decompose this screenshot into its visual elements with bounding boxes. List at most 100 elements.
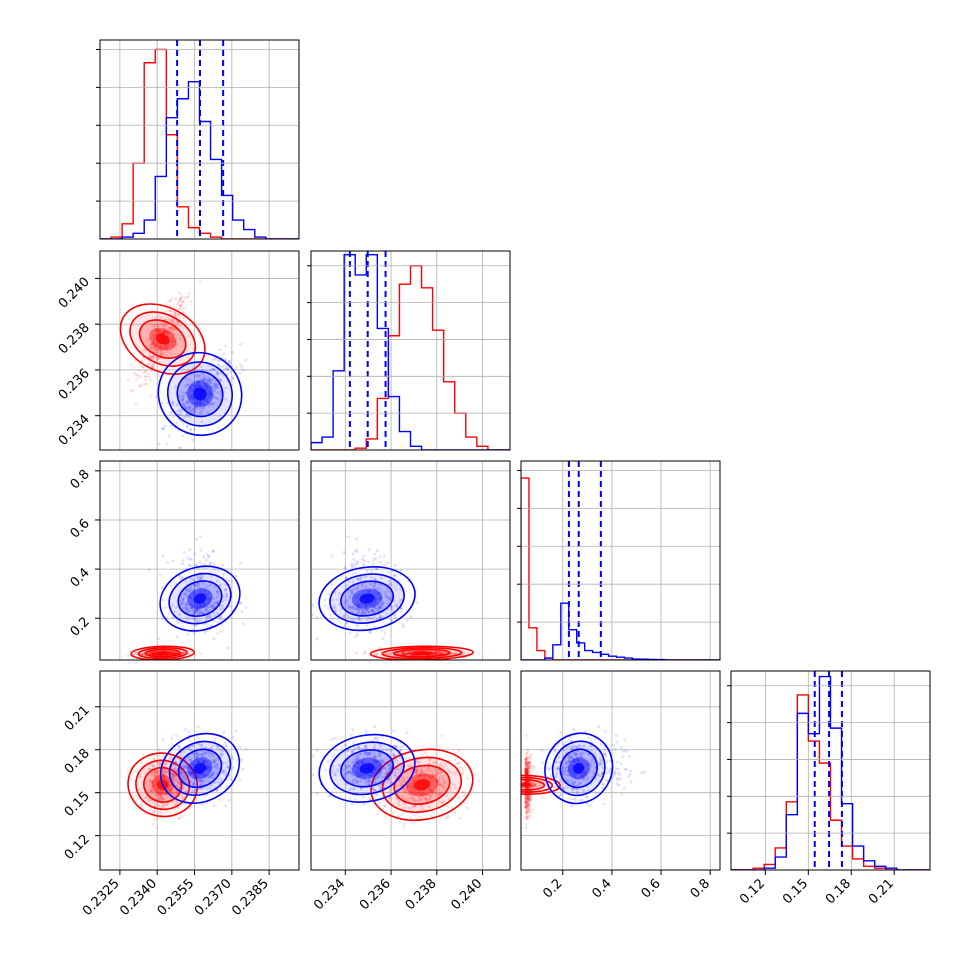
red-sample bbox=[150, 784, 154, 788]
blue-sample bbox=[380, 602, 384, 606]
blue-sample bbox=[193, 583, 196, 587]
blue-sample bbox=[372, 605, 376, 608]
red-sample bbox=[165, 779, 169, 782]
blue-sample bbox=[199, 384, 203, 388]
red-sample bbox=[177, 779, 181, 783]
blue-sample bbox=[183, 777, 187, 781]
blue-sample bbox=[170, 736, 174, 740]
red-sample bbox=[170, 652, 173, 656]
red-sample bbox=[152, 651, 156, 655]
red-sample bbox=[401, 652, 405, 656]
red-sample bbox=[453, 758, 457, 762]
red-sample bbox=[158, 789, 162, 793]
red-sample bbox=[157, 754, 161, 758]
blue-sample bbox=[200, 743, 204, 747]
blue-sample bbox=[205, 750, 209, 754]
blue-sample bbox=[241, 622, 245, 626]
blue-sample bbox=[629, 780, 633, 784]
blue-sample bbox=[200, 420, 204, 424]
blue-sample bbox=[219, 365, 223, 369]
blue-sample bbox=[182, 415, 186, 419]
blue-sample bbox=[213, 567, 217, 571]
red-sample bbox=[149, 808, 152, 811]
blue-sample bbox=[193, 583, 197, 587]
blue-sample bbox=[196, 584, 199, 588]
blue-sample bbox=[244, 747, 248, 751]
red-sample bbox=[154, 779, 158, 783]
red-sample bbox=[169, 652, 172, 656]
blue-sample bbox=[378, 606, 382, 610]
blue-sample bbox=[369, 582, 373, 586]
red-sample bbox=[388, 651, 392, 654]
blue-sample bbox=[392, 729, 396, 733]
red-sample bbox=[462, 648, 465, 652]
blue-sample bbox=[214, 572, 218, 576]
red-sample bbox=[152, 788, 156, 792]
blue-sample bbox=[147, 768, 151, 771]
blue-sample bbox=[211, 402, 215, 406]
red-sample bbox=[172, 774, 175, 778]
blue-sample bbox=[157, 442, 161, 446]
red-sample bbox=[189, 761, 193, 765]
blue-sample bbox=[623, 786, 626, 790]
red-sample bbox=[146, 363, 149, 366]
blue-sample bbox=[208, 597, 211, 601]
red-sample bbox=[153, 343, 156, 347]
blue-sample bbox=[195, 759, 199, 762]
blue-sample bbox=[195, 574, 198, 578]
red-sample bbox=[159, 346, 162, 350]
blue-sample bbox=[188, 609, 192, 612]
red-sample bbox=[388, 796, 392, 800]
red-sample bbox=[178, 324, 182, 328]
blue-sample bbox=[196, 604, 200, 608]
blue-sample bbox=[196, 760, 199, 764]
blue-sample bbox=[201, 385, 205, 389]
blue-sample bbox=[196, 577, 200, 581]
red-sample bbox=[428, 798, 432, 802]
red-sample bbox=[182, 651, 186, 655]
blue-sample bbox=[239, 363, 242, 367]
blue-sample bbox=[350, 588, 353, 592]
red-sample bbox=[172, 328, 175, 331]
red-sample bbox=[524, 768, 528, 772]
blue-sample bbox=[200, 610, 203, 614]
red-sample bbox=[450, 651, 454, 655]
blue-sample bbox=[219, 751, 223, 755]
blue-sample bbox=[315, 616, 319, 619]
blue-sample bbox=[215, 596, 219, 599]
red-sample bbox=[400, 651, 404, 655]
red-sample bbox=[149, 777, 153, 780]
blue-sample bbox=[219, 378, 223, 382]
blue-sample bbox=[161, 427, 165, 431]
red-sample bbox=[172, 652, 175, 656]
red-sample bbox=[410, 651, 414, 655]
red-sample bbox=[163, 346, 167, 349]
red-sample bbox=[176, 303, 179, 307]
red-sample bbox=[389, 787, 393, 791]
blue-sample bbox=[188, 739, 192, 743]
red-sample bbox=[151, 342, 155, 345]
red-sample bbox=[160, 349, 164, 352]
red-sample bbox=[153, 793, 157, 797]
blue-sample bbox=[180, 390, 184, 394]
red-sample bbox=[155, 329, 158, 333]
blue-sample bbox=[191, 772, 194, 776]
red-sample bbox=[154, 343, 158, 347]
blue-sample bbox=[640, 771, 644, 775]
red-contour bbox=[155, 333, 170, 345]
red-sample bbox=[198, 779, 202, 783]
red-sample bbox=[429, 767, 432, 771]
blue-sample bbox=[178, 574, 182, 578]
red-sample bbox=[148, 789, 152, 793]
red-sample bbox=[161, 774, 165, 778]
blue-sample bbox=[204, 384, 208, 388]
blue-sample bbox=[360, 583, 364, 586]
red-sample bbox=[411, 653, 414, 657]
blue-sample bbox=[175, 791, 179, 795]
blue-sample bbox=[196, 584, 200, 588]
blue-sample bbox=[204, 618, 208, 622]
red-sample bbox=[403, 789, 407, 793]
red-sample bbox=[174, 799, 178, 803]
red-sample bbox=[411, 793, 414, 797]
red-sample bbox=[152, 764, 156, 768]
